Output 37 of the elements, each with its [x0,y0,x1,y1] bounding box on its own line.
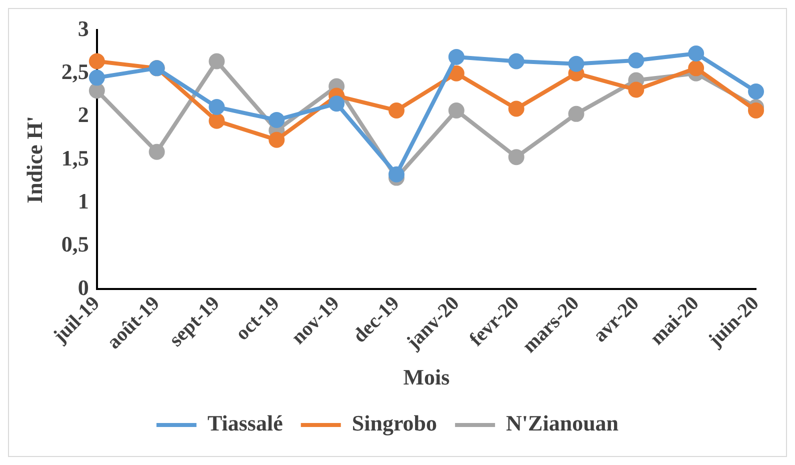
point [508,53,524,70]
point [388,166,404,182]
point [688,60,704,76]
point [448,48,464,65]
y-tick-label: 1,5 [61,145,89,170]
point [208,53,225,70]
point [568,106,584,122]
point [448,65,464,82]
y-tick-label: 0,5 [61,232,89,257]
point [328,96,345,112]
point [748,83,764,100]
y-tick-label: 3 [78,16,89,41]
y-axis-title: Indice H' [22,116,47,204]
x-axis-title: Mois [403,364,450,390]
point [568,56,584,72]
point [148,144,165,160]
point [88,82,105,99]
point [208,112,225,129]
y-tick-label: 2,5 [61,59,89,84]
point [508,149,524,166]
point [88,53,105,70]
legend-label: Singrobo [352,410,438,436]
point [448,102,464,118]
point [208,99,225,116]
point [628,82,644,98]
point [508,100,524,117]
point [388,102,404,118]
point [268,112,285,128]
point [688,46,704,62]
point [748,102,764,118]
y-tick-label: 2 [78,102,89,128]
y-tick-label: 1 [78,188,89,214]
legend-label: N'Zianouan [506,410,619,436]
legend-label: Tiassalé [207,410,284,436]
point [268,132,285,148]
point [628,52,644,68]
point [88,70,105,86]
